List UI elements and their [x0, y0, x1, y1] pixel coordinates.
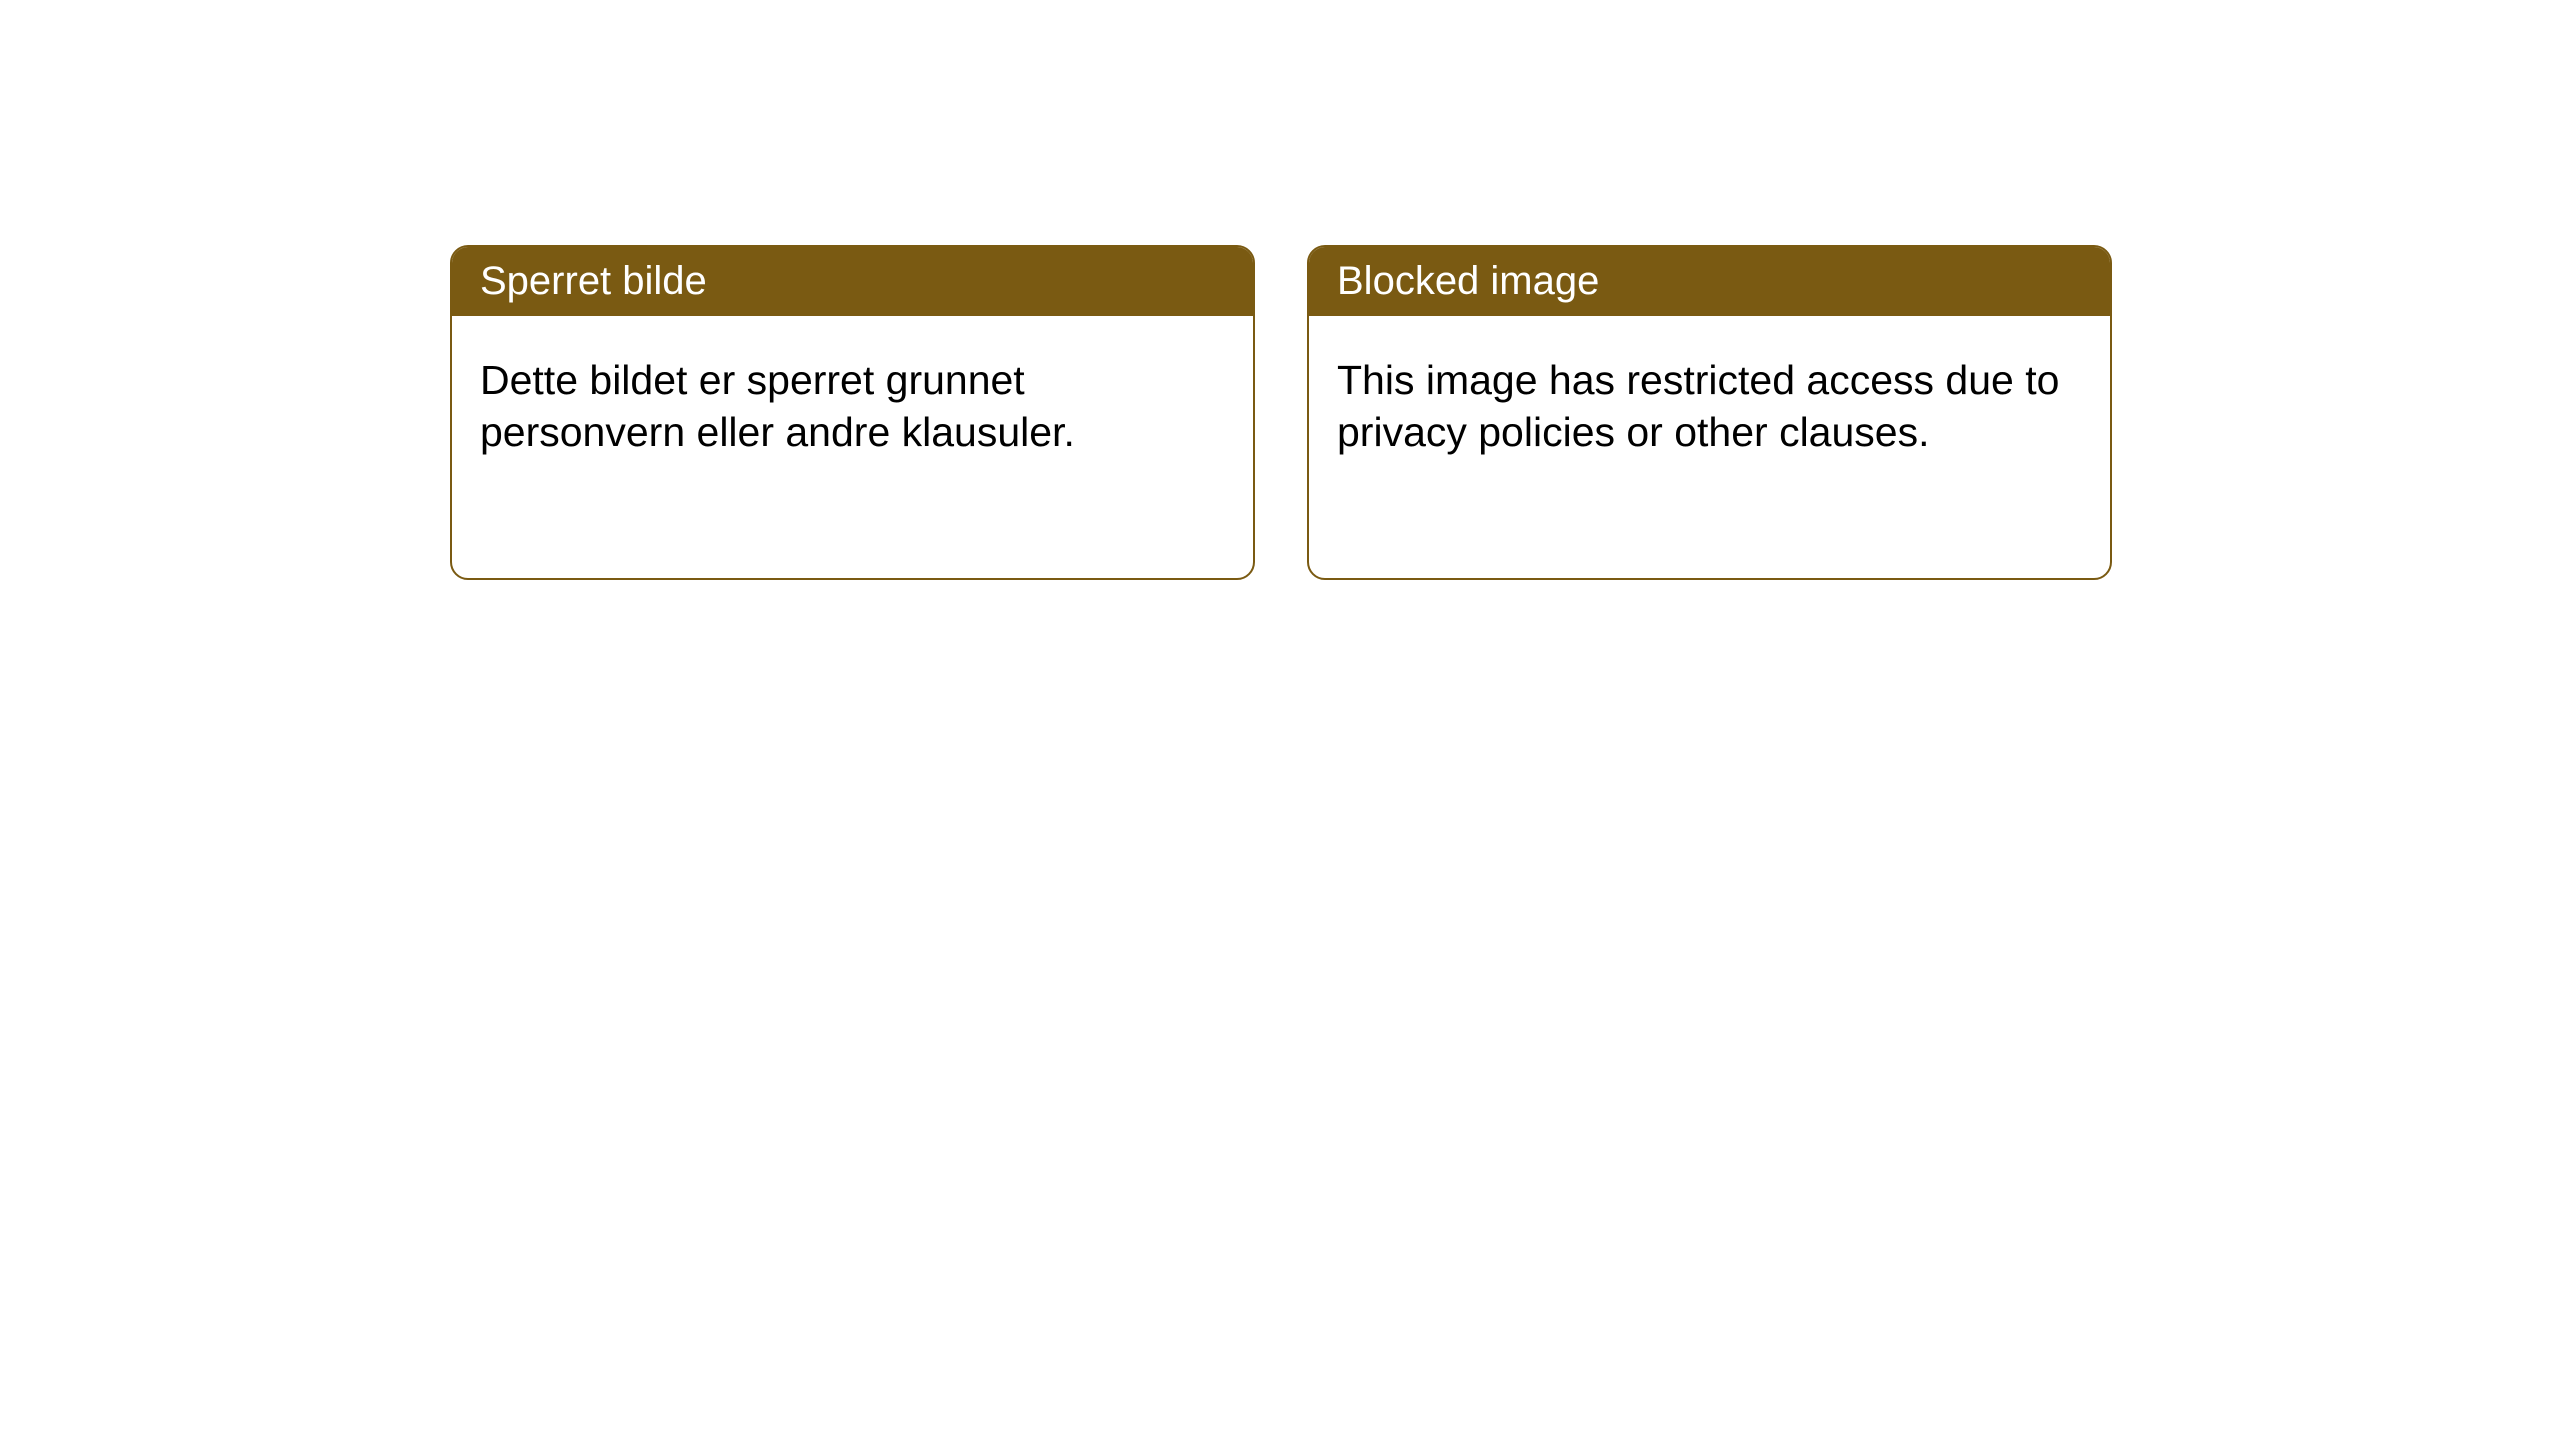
card-body-text: This image has restricted access due to … [1337, 357, 2059, 455]
card-title: Sperret bilde [480, 259, 707, 303]
blocked-image-card-en: Blocked image This image has restricted … [1307, 245, 2112, 580]
card-title: Blocked image [1337, 259, 1599, 303]
card-header: Blocked image [1309, 247, 2110, 316]
blocked-image-card-no: Sperret bilde Dette bildet er sperret gr… [450, 245, 1255, 580]
card-header: Sperret bilde [452, 247, 1253, 316]
card-body: This image has restricted access due to … [1309, 316, 2110, 497]
card-body: Dette bildet er sperret grunnet personve… [452, 316, 1253, 497]
cards-container: Sperret bilde Dette bildet er sperret gr… [450, 245, 2112, 580]
card-body-text: Dette bildet er sperret grunnet personve… [480, 357, 1075, 455]
